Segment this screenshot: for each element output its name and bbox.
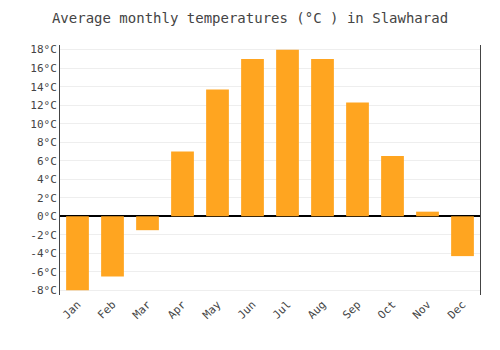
svg-text:12°C: 12°C (30, 99, 57, 112)
svg-text:-8°C: -8°C (30, 284, 57, 297)
svg-text:Dec: Dec (445, 298, 468, 321)
svg-text:4°C: 4°C (37, 173, 57, 186)
svg-text:-6°C: -6°C (30, 266, 57, 279)
svg-text:Mar: Mar (130, 298, 154, 322)
svg-text:16°C: 16°C (30, 62, 57, 75)
svg-text:Feb: Feb (95, 298, 118, 321)
svg-text:14°C: 14°C (30, 81, 57, 94)
svg-text:-2°C: -2°C (30, 229, 57, 242)
svg-text:-4°C: -4°C (30, 247, 57, 260)
svg-text:Sep: Sep (340, 298, 363, 321)
svg-text:Nov: Nov (410, 298, 434, 322)
svg-text:Jan: Jan (60, 298, 83, 321)
svg-text:10°C: 10°C (30, 118, 57, 131)
svg-text:Aug: Aug (305, 298, 328, 321)
svg-text:6°C: 6°C (37, 155, 57, 168)
svg-text:Jul: Jul (270, 298, 293, 321)
svg-text:8°C: 8°C (37, 136, 57, 149)
svg-text:18°C: 18°C (30, 43, 57, 56)
svg-text:Apr: Apr (165, 298, 189, 322)
svg-text:0°C: 0°C (37, 210, 57, 223)
svg-text:Average monthly temperatures (: Average monthly temperatures (°C ) in Sl… (52, 10, 448, 26)
svg-text:Oct: Oct (375, 298, 398, 321)
svg-text:May: May (200, 298, 224, 322)
svg-text:Jun: Jun (235, 298, 258, 321)
svg-text:2°C: 2°C (37, 192, 57, 205)
